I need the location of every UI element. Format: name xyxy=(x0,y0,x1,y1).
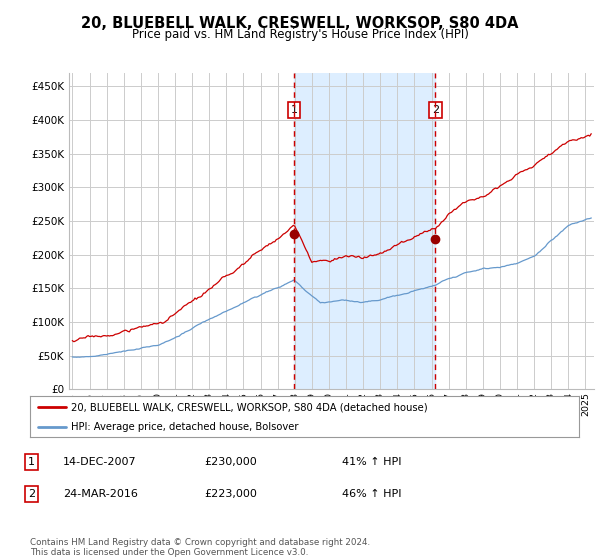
Text: 46% ↑ HPI: 46% ↑ HPI xyxy=(342,489,401,499)
Text: 1: 1 xyxy=(290,105,298,115)
Text: Contains HM Land Registry data © Crown copyright and database right 2024.
This d: Contains HM Land Registry data © Crown c… xyxy=(30,538,370,557)
Text: 24-MAR-2016: 24-MAR-2016 xyxy=(63,489,138,499)
Text: Price paid vs. HM Land Registry's House Price Index (HPI): Price paid vs. HM Land Registry's House … xyxy=(131,28,469,41)
Text: 2: 2 xyxy=(28,489,35,499)
Bar xyxy=(294,73,436,389)
Text: 1: 1 xyxy=(28,457,35,467)
Text: 2: 2 xyxy=(432,105,439,115)
Text: £230,000: £230,000 xyxy=(204,457,257,467)
Text: HPI: Average price, detached house, Bolsover: HPI: Average price, detached house, Bols… xyxy=(71,422,299,432)
Text: 14-DEC-2007: 14-DEC-2007 xyxy=(63,457,137,467)
Text: 41% ↑ HPI: 41% ↑ HPI xyxy=(342,457,401,467)
Text: £223,000: £223,000 xyxy=(204,489,257,499)
Text: 20, BLUEBELL WALK, CRESWELL, WORKSOP, S80 4DA: 20, BLUEBELL WALK, CRESWELL, WORKSOP, S8… xyxy=(81,16,519,31)
Text: 20, BLUEBELL WALK, CRESWELL, WORKSOP, S80 4DA (detached house): 20, BLUEBELL WALK, CRESWELL, WORKSOP, S8… xyxy=(71,403,428,412)
